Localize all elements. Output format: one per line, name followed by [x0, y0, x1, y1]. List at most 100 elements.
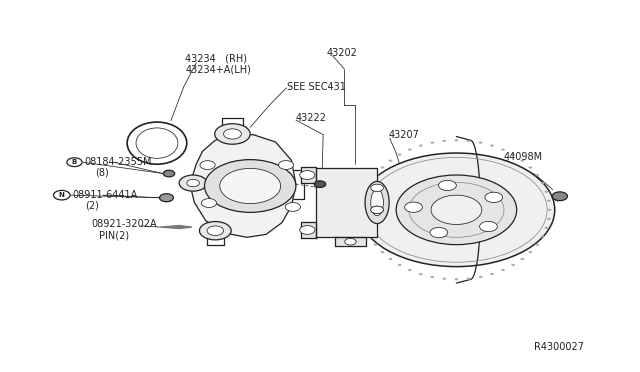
Circle shape: [381, 251, 384, 253]
Circle shape: [535, 174, 539, 176]
Circle shape: [547, 218, 551, 220]
Circle shape: [179, 175, 207, 191]
Circle shape: [220, 169, 281, 203]
Circle shape: [205, 160, 296, 212]
Circle shape: [388, 160, 392, 162]
Circle shape: [397, 154, 401, 156]
Circle shape: [207, 226, 223, 235]
Circle shape: [362, 218, 366, 220]
Circle shape: [369, 235, 372, 237]
Circle shape: [479, 276, 483, 278]
Circle shape: [374, 174, 378, 176]
Circle shape: [535, 243, 539, 246]
Circle shape: [490, 144, 494, 147]
Text: 08184-2355M: 08184-2355M: [84, 157, 152, 167]
Circle shape: [300, 171, 315, 179]
Text: 44098M: 44098M: [504, 153, 543, 163]
Circle shape: [454, 278, 458, 280]
Text: 43234   (RH): 43234 (RH): [186, 54, 248, 64]
Polygon shape: [301, 167, 316, 183]
Polygon shape: [316, 168, 377, 237]
Circle shape: [431, 195, 482, 224]
Ellipse shape: [371, 189, 383, 216]
Circle shape: [396, 175, 516, 245]
Polygon shape: [190, 135, 296, 237]
Circle shape: [369, 182, 372, 184]
Text: (2): (2): [85, 200, 99, 210]
Circle shape: [479, 142, 483, 144]
Circle shape: [541, 182, 545, 184]
Circle shape: [200, 161, 215, 170]
Circle shape: [371, 184, 383, 192]
Circle shape: [529, 251, 532, 253]
Circle shape: [381, 166, 384, 169]
Circle shape: [548, 209, 552, 211]
Circle shape: [358, 153, 555, 267]
Circle shape: [223, 129, 241, 139]
Circle shape: [408, 148, 412, 151]
Circle shape: [490, 273, 494, 275]
Circle shape: [430, 227, 448, 238]
Circle shape: [454, 139, 458, 141]
Polygon shape: [335, 237, 366, 246]
Circle shape: [200, 222, 231, 240]
Circle shape: [552, 192, 568, 201]
Circle shape: [511, 264, 515, 266]
Circle shape: [467, 278, 470, 280]
Circle shape: [285, 202, 300, 211]
Circle shape: [501, 269, 505, 271]
Circle shape: [479, 221, 497, 232]
Circle shape: [314, 181, 326, 187]
Text: 43222: 43222: [296, 113, 327, 123]
Ellipse shape: [365, 182, 389, 224]
Circle shape: [187, 179, 200, 187]
Circle shape: [545, 227, 548, 229]
Circle shape: [408, 269, 412, 271]
Circle shape: [374, 243, 378, 246]
Circle shape: [442, 278, 446, 280]
Circle shape: [547, 200, 551, 202]
Circle shape: [300, 225, 315, 234]
Polygon shape: [301, 222, 316, 238]
Circle shape: [529, 166, 532, 169]
Ellipse shape: [136, 128, 178, 158]
Circle shape: [442, 140, 446, 142]
Text: SEE SEC431: SEE SEC431: [287, 82, 346, 92]
Circle shape: [467, 140, 470, 142]
Text: (8): (8): [95, 167, 109, 177]
Circle shape: [419, 273, 422, 275]
Circle shape: [371, 206, 383, 214]
Circle shape: [388, 258, 392, 260]
Circle shape: [278, 161, 294, 169]
Circle shape: [485, 192, 502, 202]
Circle shape: [345, 238, 356, 245]
Text: 43202: 43202: [326, 48, 357, 58]
Polygon shape: [160, 225, 192, 228]
Circle shape: [511, 154, 515, 156]
Text: 43234+A(LH): 43234+A(LH): [186, 64, 252, 74]
Circle shape: [54, 190, 70, 200]
Circle shape: [397, 264, 401, 266]
Text: R4300027: R4300027: [534, 341, 584, 352]
Circle shape: [214, 124, 250, 144]
Circle shape: [541, 235, 545, 237]
Text: B: B: [72, 159, 77, 165]
Text: 08921-3202A: 08921-3202A: [92, 219, 157, 230]
Circle shape: [362, 200, 366, 202]
Text: 08911-6441A: 08911-6441A: [72, 190, 138, 200]
Circle shape: [364, 191, 368, 193]
Circle shape: [364, 227, 368, 229]
Circle shape: [419, 144, 422, 147]
Circle shape: [438, 180, 456, 190]
Circle shape: [430, 142, 434, 144]
Text: 43207: 43207: [388, 131, 419, 141]
Text: N: N: [59, 192, 65, 198]
Circle shape: [430, 276, 434, 278]
Circle shape: [520, 258, 524, 260]
Circle shape: [163, 170, 175, 177]
Circle shape: [361, 209, 365, 211]
Circle shape: [404, 202, 422, 212]
Ellipse shape: [127, 122, 187, 164]
Circle shape: [501, 148, 505, 151]
Circle shape: [67, 158, 82, 167]
